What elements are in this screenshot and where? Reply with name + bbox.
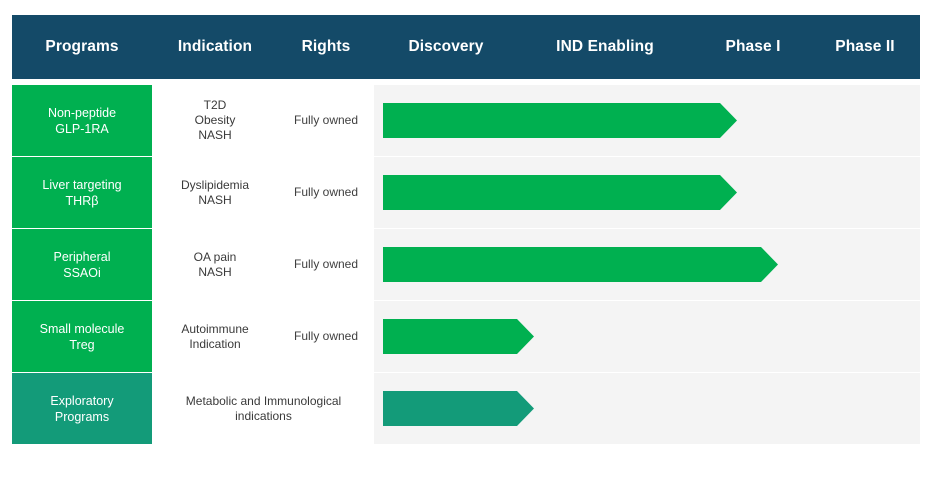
pipeline-row: Small molecule Treg Autoimmune Indication Fu…	[0, 301, 930, 372]
program-label-line1: Peripheral	[53, 249, 111, 264]
program-label: Non-peptide GLP-1RA	[48, 105, 116, 137]
rights-cell: Fully owned	[280, 301, 372, 372]
program-label-line1: Liver targeting	[42, 177, 122, 192]
program-label-line2: Programs	[54, 409, 110, 424]
indication-cell: Dyslipidemia NASH	[156, 157, 274, 228]
indication-line: Autoimmune	[181, 321, 249, 336]
indication-line: Obesity	[194, 113, 236, 127]
program-label-line1: Small molecule	[39, 321, 125, 336]
rights-label: Fully owned	[293, 257, 359, 271]
pipeline-row: Peripheral SSAOi OA pain NASH Fully owned	[0, 229, 930, 300]
program-label-line2: GLP-1RA	[55, 121, 109, 136]
header-column-phase-ii: Phase II	[835, 38, 895, 55]
header-column-discovery: Discovery	[408, 38, 484, 55]
timeline-track	[374, 85, 920, 156]
indication-label: T2D Obesity NASH	[195, 98, 236, 143]
pipeline-row: Non-peptide GLP-1RA T2D Obesity NASH Fully ow…	[0, 85, 930, 156]
program-label-line2: THRβ	[65, 193, 99, 208]
header-column-ind-enabling: IND Enabling	[556, 38, 654, 55]
progress-arrow[interactable]	[383, 319, 534, 354]
timeline-track	[374, 229, 920, 300]
rights-cell: Fully owned	[280, 157, 372, 228]
header-column-programs: Programs	[45, 38, 119, 55]
program-label-line2: SSAOi	[63, 265, 101, 280]
indication-label: Dyslipidemia NASH	[181, 178, 249, 208]
pipeline-row: Exploratory Programs Metabolic and Immunol…	[0, 373, 930, 444]
rights-cell	[280, 373, 372, 444]
program-cell[interactable]: Liver targeting THRβ	[12, 157, 152, 228]
indication-label: Autoimmune Indication	[181, 322, 248, 352]
indication-line: Indication	[189, 336, 241, 351]
program-label-line1: Non-peptide	[47, 105, 117, 120]
indication-cell: Metabolic and Immunological indications	[156, 373, 371, 444]
indication-line: NASH	[198, 128, 232, 142]
indication-line: NASH	[198, 192, 232, 207]
program-label: Liver targeting THRβ	[42, 177, 121, 209]
indication-line: indications	[235, 408, 292, 423]
indication-label: Metabolic and Immunological indications	[186, 394, 341, 424]
indication-cell: T2D Obesity NASH	[156, 85, 274, 156]
program-cell[interactable]: Exploratory Programs	[12, 373, 152, 444]
program-label: Peripheral SSAOi	[54, 249, 111, 281]
pipeline-row: Liver targeting THRβ Dyslipidemia NASH Fully…	[0, 157, 930, 228]
progress-arrow[interactable]	[383, 175, 737, 210]
timeline-track	[374, 301, 920, 372]
header-column-phase-i: Phase I	[725, 38, 781, 55]
indication-label: OA pain NASH	[194, 250, 237, 280]
program-label-line2: Treg	[69, 337, 95, 352]
timeline-track	[374, 373, 920, 444]
program-label-line1: Exploratory	[50, 393, 114, 408]
indication-line: OA pain	[193, 249, 237, 264]
pipeline-header: Programs Indication Rights Discovery IND Ena…	[12, 15, 920, 79]
indication-cell: Autoimmune Indication	[156, 301, 274, 372]
indication-line: Dyslipidemia	[180, 177, 250, 192]
program-cell[interactable]: Non-peptide GLP-1RA	[12, 85, 152, 156]
indication-line: T2D	[203, 98, 227, 112]
rights-label: Fully owned	[293, 185, 359, 199]
header-column-rights: Rights	[301, 38, 351, 55]
indication-line: NASH	[198, 264, 232, 279]
progress-arrow[interactable]	[383, 391, 534, 426]
rights-cell: Fully owned	[280, 85, 372, 156]
header-column-indication: Indication	[177, 38, 253, 55]
program-label: Small molecule Treg	[40, 321, 125, 353]
rights-label: Fully owned	[293, 329, 359, 343]
timeline-track	[374, 157, 920, 228]
indication-line: Metabolic and Immunological	[185, 393, 342, 408]
indication-cell: OA pain NASH	[156, 229, 274, 300]
pipeline-rows: Non-peptide GLP-1RA T2D Obesity NASH Fully ow…	[0, 85, 930, 445]
program-label: Exploratory Programs	[50, 393, 113, 425]
program-cell[interactable]: Small molecule Treg	[12, 301, 152, 372]
progress-arrow[interactable]	[383, 247, 778, 282]
progress-arrow[interactable]	[383, 103, 737, 138]
rights-cell: Fully owned	[280, 229, 372, 300]
rights-label: Fully owned	[293, 113, 359, 127]
program-cell[interactable]: Peripheral SSAOi	[12, 229, 152, 300]
